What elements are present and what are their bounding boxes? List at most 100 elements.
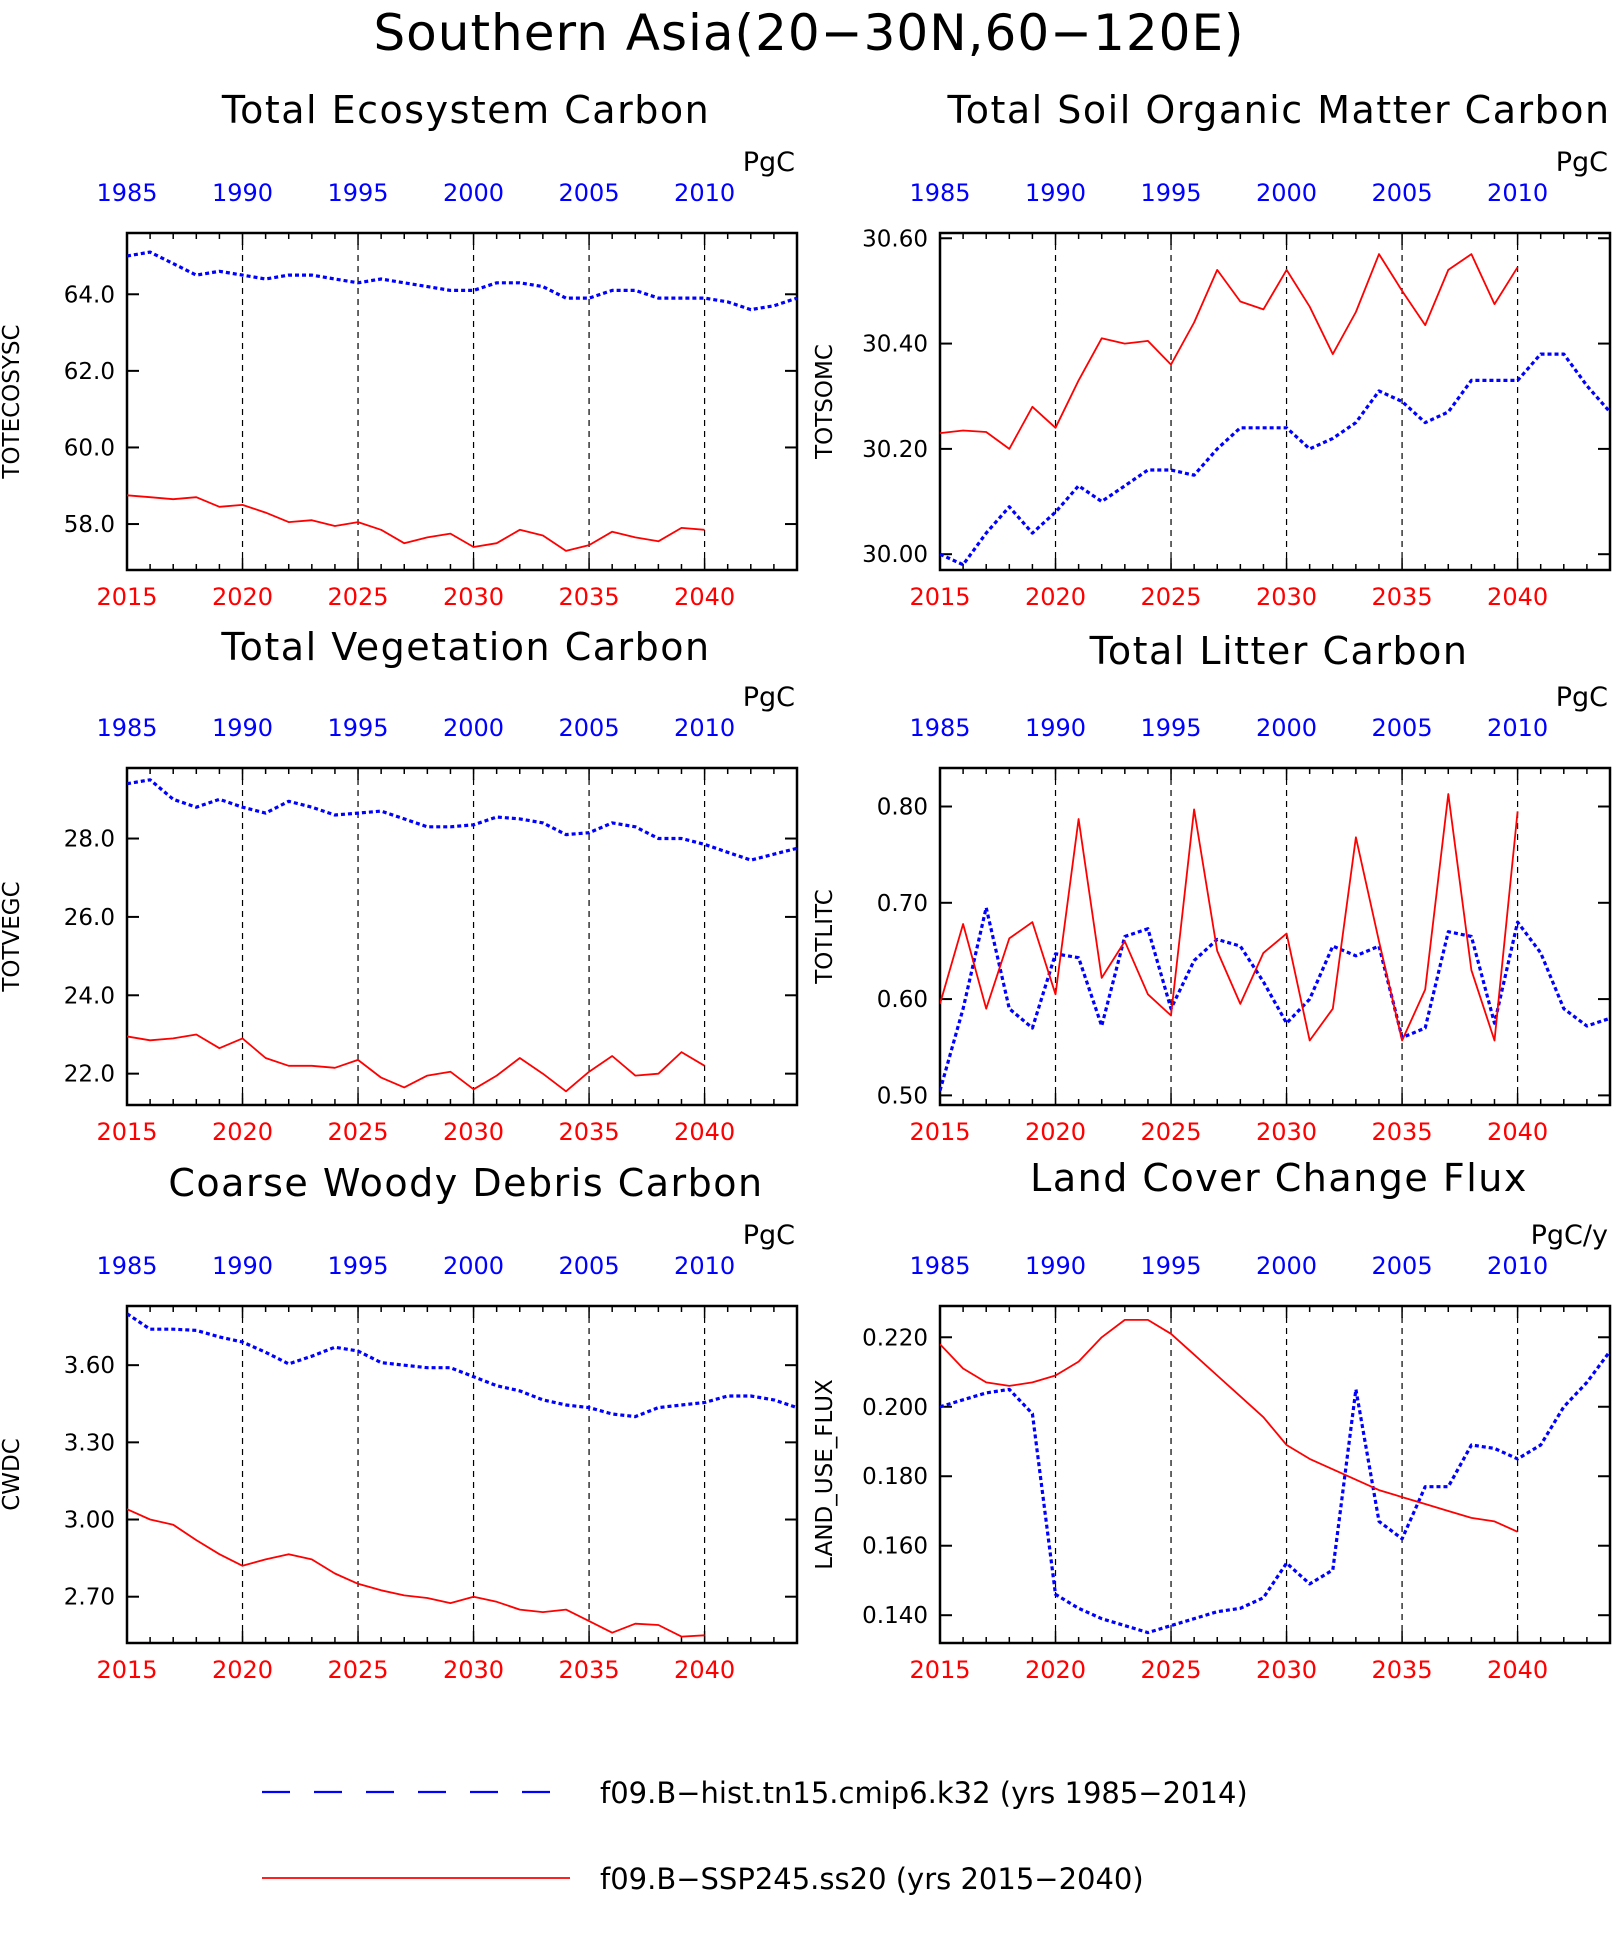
y-tick-label: 30.20 — [862, 437, 928, 463]
series-line-hist — [940, 1350, 1610, 1635]
x-bottom-tick-label: 2035 — [559, 1656, 620, 1684]
x-bottom-tick-label: 2020 — [1025, 583, 1086, 611]
legend-label: f09.B−hist.tn15.cmip6.k32 (yrs 1985−2014… — [600, 1776, 1248, 1810]
plot-frame — [125, 766, 799, 1107]
chart-panel-4: Total Litter Carbon PgC TOTLITC 0.50 0.60 0.7… — [812, 629, 1612, 1146]
series-line-hist — [127, 1312, 797, 1419]
series-line-hist — [127, 778, 797, 862]
x-top-tick-label: 2010 — [1487, 179, 1548, 207]
y-tick-label: 0.140 — [862, 1603, 928, 1629]
x-bottom-tick-label: 2030 — [443, 1118, 504, 1146]
x-bottom-tick-label: 2020 — [212, 583, 273, 611]
x-bottom-tick-label: 2035 — [1372, 1118, 1433, 1146]
x-top-tick-label: 1985 — [909, 714, 970, 742]
panel-title: Total Ecosystem Carbon — [221, 88, 710, 132]
x-bottom-tick-label: 2035 — [559, 1118, 620, 1146]
x-bottom-tick-label: 2015 — [96, 1656, 157, 1684]
x-top-tick-label: 1995 — [1140, 179, 1201, 207]
x-top-tick-label: 2010 — [674, 714, 735, 742]
x-bottom-tick-label: 2020 — [1025, 1118, 1086, 1146]
legend: f09.B−hist.tn15.cmip6.k32 (yrs 1985−2014… — [262, 1776, 1248, 1896]
x-top-tick-label: 2005 — [559, 714, 620, 742]
x-top-tick-label: 1990 — [1025, 179, 1086, 207]
units-label: PgC — [743, 1220, 795, 1251]
x-top-tick-label: 1990 — [212, 714, 273, 742]
x-top-tick-label: 1990 — [212, 179, 273, 207]
series-line-ssp245 — [127, 494, 705, 552]
x-bottom-tick-label: 2035 — [559, 583, 620, 611]
y-tick-label: 64.0 — [64, 282, 115, 308]
x-bottom-tick-label: 2015 — [909, 583, 970, 611]
x-top-tick-label: 1985 — [96, 1252, 157, 1280]
series-line-ssp245 — [940, 253, 1519, 450]
x-top-tick-label: 1985 — [909, 1252, 970, 1280]
x-bottom-tick-label: 2025 — [1140, 1656, 1201, 1684]
panels: Total Ecosystem Carbon PgC TOTECOSYSC 58.0 6… — [0, 88, 1612, 1684]
plot-frame — [125, 1304, 799, 1645]
y-tick-label: 30.40 — [862, 332, 928, 358]
x-top-tick-label: 2005 — [559, 179, 620, 207]
x-top-tick-label: 2010 — [1487, 714, 1548, 742]
x-bottom-tick-label: 2015 — [909, 1656, 970, 1684]
y-tick-label: 3.00 — [64, 1508, 115, 1534]
panel-title: Coarse Woody Debris Carbon — [168, 1161, 763, 1205]
y-axis-label: CWDC — [0, 1438, 25, 1511]
y-tick-label: 62.0 — [64, 359, 115, 385]
y-axis-label: TOTVEGC — [0, 881, 25, 992]
x-top-tick-label: 1990 — [1025, 714, 1086, 742]
x-bottom-tick-label: 2040 — [674, 1118, 735, 1146]
x-bottom-tick-label: 2030 — [443, 583, 504, 611]
x-top-tick-label: 2005 — [1372, 1252, 1433, 1280]
x-bottom-tick-label: 2030 — [1256, 1656, 1317, 1684]
plot-frame — [125, 231, 799, 572]
y-tick-label: 3.60 — [64, 1353, 115, 1379]
x-bottom-tick-label: 2025 — [327, 1656, 388, 1684]
x-bottom-tick-label: 2015 — [96, 1118, 157, 1146]
x-top-tick-label: 2005 — [1372, 179, 1433, 207]
x-bottom-tick-label: 2035 — [1372, 1656, 1433, 1684]
units-label: PgC — [743, 682, 795, 713]
units-label: PgC/y — [1531, 1220, 1608, 1251]
x-bottom-tick-label: 2025 — [327, 1118, 388, 1146]
x-bottom-tick-label: 2030 — [443, 1656, 504, 1684]
x-top-tick-label: 2010 — [1487, 1252, 1548, 1280]
x-top-tick-label: 1990 — [212, 1252, 273, 1280]
x-top-tick-label: 2005 — [559, 1252, 620, 1280]
x-top-tick-label: 2000 — [443, 714, 504, 742]
units-label: PgC — [1556, 682, 1608, 713]
plot-frame — [938, 231, 1612, 572]
x-bottom-tick-label: 2040 — [1487, 583, 1548, 611]
x-top-tick-label: 1985 — [909, 179, 970, 207]
x-top-tick-label: 1995 — [1140, 714, 1201, 742]
x-bottom-tick-label: 2025 — [1140, 1118, 1201, 1146]
series-line-ssp245 — [127, 1033, 706, 1093]
x-bottom-tick-label: 2040 — [1487, 1656, 1548, 1684]
x-top-tick-label: 2005 — [1372, 714, 1433, 742]
y-axis-label: TOTSOMC — [812, 344, 838, 460]
y-tick-label: 26.0 — [64, 905, 115, 931]
chart-panel-3: Total Vegetation Carbon PgC TOTVEGC 22.0 24.… — [0, 625, 799, 1146]
plot-frame — [938, 1304, 1612, 1645]
y-tick-label: 24.0 — [64, 983, 115, 1009]
x-bottom-tick-label: 2025 — [327, 583, 388, 611]
x-top-tick-label: 1995 — [327, 179, 388, 207]
y-axis-label: TOTLITC — [812, 889, 838, 985]
x-top-tick-label: 1995 — [327, 714, 388, 742]
x-bottom-tick-label: 2025 — [1140, 583, 1201, 611]
y-tick-label: 30.00 — [862, 542, 928, 568]
chart-panel-2: Total Soil Organic Matter Carbon PgC TOTSO… — [812, 88, 1612, 611]
x-bottom-tick-label: 2040 — [674, 583, 735, 611]
x-bottom-tick-label: 2040 — [674, 1656, 735, 1684]
x-bottom-tick-label: 2040 — [1487, 1118, 1548, 1146]
series-line-hist — [940, 352, 1610, 567]
y-tick-label: 2.70 — [64, 1585, 115, 1611]
x-bottom-tick-label: 2020 — [212, 1656, 273, 1684]
x-top-tick-label: 2000 — [1256, 714, 1317, 742]
y-tick-label: 0.220 — [862, 1325, 928, 1351]
figure-title: Southern Asia(20−30N,60−120E) — [373, 4, 1244, 62]
x-bottom-tick-label: 2020 — [1025, 1656, 1086, 1684]
x-top-tick-label: 2010 — [674, 179, 735, 207]
series-line-ssp245 — [940, 793, 1519, 1042]
y-axis-label: LAND_USE_FLUX — [812, 1379, 838, 1570]
